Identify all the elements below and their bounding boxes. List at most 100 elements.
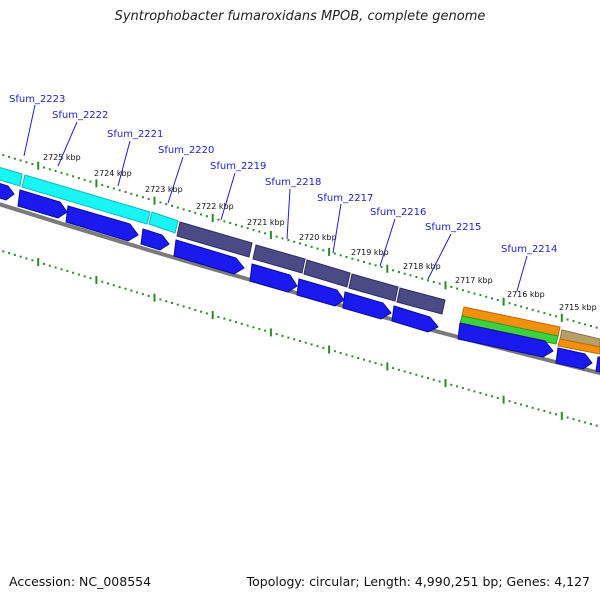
map-title: Syntrophobacter fumaroxidans MPOB, compl… [114,9,486,24]
cds-arrow-12[interactable] [595,356,600,373]
minor-tick [2,250,5,253]
minor-tick [299,340,301,342]
ruler-label: 2718 kbp [403,262,441,271]
feature-block-purple-4[interactable] [348,273,399,302]
feature-block-green-1[interactable] [459,315,559,345]
major-tick [502,297,505,306]
gene-label-sfum-2219[interactable]: Sfum_2219 [210,161,266,172]
cds-arrow-5[interactable] [173,239,245,275]
minor-tick [322,346,325,349]
minor-tick [380,266,383,268]
minor-tick [427,279,429,282]
minor-tick [287,239,290,242]
minor-tick [322,249,325,252]
gene-label-sfum-2222[interactable]: Sfum_2222 [52,110,108,121]
gene-leader-line [57,121,78,167]
gene-label-sfum-2221[interactable]: Sfum_2221 [107,129,163,140]
minor-tick [240,322,243,325]
gene-label-sfum-2215[interactable]: Sfum_2215 [425,222,481,233]
minor-tick [491,395,493,398]
minor-tick [60,171,63,174]
minor-tick [8,252,11,255]
gene-label-sfum-2216[interactable]: Sfum_2216 [370,207,426,218]
minor-tick [491,297,493,300]
minor-tick [432,378,435,381]
minor-tick [200,310,203,313]
minor-tick [171,204,173,207]
minor-tick [485,393,488,396]
minor-tick [520,403,523,406]
cds-arrow-8[interactable] [342,291,392,320]
gene-label-sfum-2220[interactable]: Sfum_2220 [158,145,214,156]
minor-tick [13,157,16,160]
minor-tick [304,244,307,247]
minor-tick [118,286,121,289]
minor-tick [421,277,424,280]
major-tick [153,293,156,302]
minor-tick [572,418,575,421]
minor-tick [549,313,552,316]
minor-tick [345,256,348,258]
minor-tick [287,336,290,339]
minor-tick [252,326,255,329]
gene-leader-line [516,255,528,292]
feature-block-purple-5[interactable] [396,287,446,315]
feature-block-cyan-1[interactable] [0,166,23,187]
gene-label-sfum-2217[interactable]: Sfum_2217 [317,193,373,204]
minor-tick [141,196,144,199]
minor-tick [566,318,569,321]
minor-tick [89,277,92,280]
cds-arrow-10[interactable] [457,322,554,358]
minor-tick [72,271,75,274]
minor-tick [496,397,499,399]
minor-tick [165,300,168,303]
major-tick [153,196,156,205]
cds-arrow-4[interactable] [140,228,170,251]
minor-tick [467,388,470,391]
inner-tick-ring [2,250,598,427]
minor-tick [589,325,592,327]
minor-tick [456,287,459,290]
gene-label-sfum-2214[interactable]: Sfum_2214 [501,244,557,255]
minor-tick [48,168,51,171]
minor-tick [380,363,383,366]
cds-arrow-2[interactable] [17,189,68,219]
minor-tick [310,245,313,248]
gene-leader-line [167,156,184,204]
cds-arrow-6[interactable] [249,263,298,293]
gene-label-sfum-2218[interactable]: Sfum_2218 [265,177,321,188]
cds-arrow-3[interactable] [65,205,139,242]
feature-block-tan-1[interactable] [559,329,600,348]
feature-block-purple-3[interactable] [303,259,351,288]
major-tick [560,411,563,420]
minor-tick [107,282,109,285]
minor-tick [264,232,267,235]
minor-tick [572,320,575,323]
feature-block-orange-2[interactable] [557,338,600,355]
minor-tick [124,287,127,290]
minor-tick [368,262,371,265]
feature-block-cyan-3[interactable] [148,211,179,234]
minor-tick [275,235,278,238]
gene-label-sfum-2223[interactable]: Sfum_2223 [9,94,65,105]
minor-tick [54,170,57,172]
minor-tick [461,289,464,292]
ruler-label: 2719 kbp [351,248,389,257]
cds-arrow-9[interactable] [391,305,439,333]
genome-summary: Topology: circular; Length: 4,990,251 bp… [246,574,590,589]
feature-block-cyan-2[interactable] [21,174,151,225]
minor-tick [456,385,459,388]
cds-arrow-11[interactable] [555,347,593,370]
feature-block-purple-1[interactable] [176,221,253,258]
minor-tick [543,410,546,412]
minor-tick [176,303,179,306]
minor-tick [229,222,232,225]
cds-arrow-1[interactable] [0,182,15,201]
major-tick [95,179,98,188]
minor-tick [496,299,499,301]
minor-tick [223,317,226,320]
minor-tick [293,338,296,341]
cds-arrow-7[interactable] [296,278,345,307]
major-tick [560,313,563,322]
feature-block-purple-2[interactable] [252,244,306,274]
